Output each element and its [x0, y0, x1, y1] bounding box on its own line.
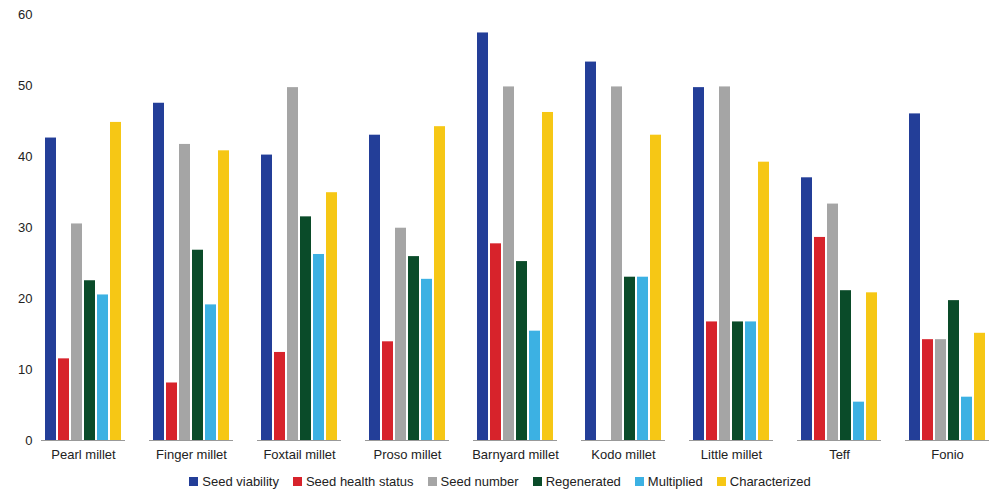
svg-text:Kodo millet: Kodo millet	[591, 447, 656, 462]
svg-text:60: 60	[18, 7, 32, 22]
html-text:Seed viability: Seed viability	[202, 474, 279, 489]
svg-text:30: 30	[18, 220, 32, 235]
html-text:Seed number: Seed number	[440, 474, 519, 489]
svg-text:Finger millet: Finger millet	[156, 447, 227, 462]
svg-text:Barnyard millet: Barnyard millet	[472, 447, 559, 462]
html-text:Seed health status: Seed health status	[305, 474, 414, 489]
svg-text:0: 0	[25, 433, 32, 448]
html-text:Regenerated: Regenerated	[545, 474, 621, 489]
svg-text:Pearl millet: Pearl millet	[51, 447, 116, 462]
svg-text:Fonio: Fonio	[931, 447, 964, 462]
svg-text:Proso millet: Proso millet	[374, 447, 442, 462]
svg-text:20: 20	[18, 291, 32, 306]
html-text:Multiplied: Multiplied	[647, 474, 703, 489]
svg-text:Foxtail millet: Foxtail millet	[263, 447, 336, 462]
html-text:Characterized: Characterized	[729, 474, 811, 489]
svg-text:10: 10	[18, 362, 32, 377]
svg-text:Little millet: Little millet	[701, 447, 763, 462]
svg-text:40: 40	[18, 149, 32, 164]
svg-text:Teff: Teff	[829, 447, 850, 462]
svg-text:50: 50	[18, 78, 32, 93]
